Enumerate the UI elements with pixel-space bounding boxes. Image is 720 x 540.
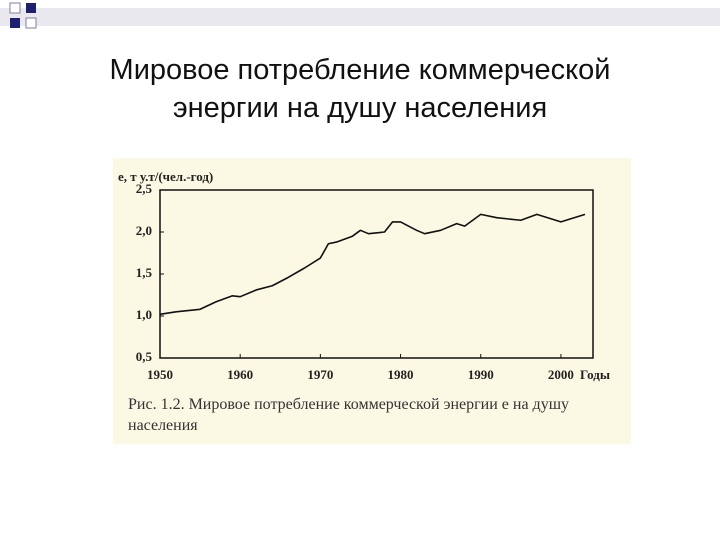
y-tick-label: 1,5: [136, 265, 153, 280]
x-tick-label: 2000: [548, 367, 574, 382]
slide-title: энергии на душу населения: [172, 92, 548, 124]
deco-square: [10, 18, 20, 28]
top-band: [0, 8, 720, 26]
y-tick-label: 1,0: [136, 307, 152, 322]
slide-title: Мировое потребление коммерческой: [109, 54, 611, 86]
y-tick-label: 2,5: [136, 181, 153, 196]
deco-square: [26, 3, 36, 13]
x-tick-label: 1970: [307, 367, 333, 382]
y-axis-label: e, т у.т/(чел.-год): [118, 169, 213, 184]
deco-square: [25, 17, 37, 29]
x-tick-label: 1990: [468, 367, 494, 382]
chart-background: [113, 158, 631, 444]
y-tick-label: 0,5: [136, 349, 153, 364]
x-tick-label: 1980: [388, 367, 414, 382]
y-tick-label: 2,0: [136, 223, 152, 238]
caption: Рис. 1.2. Мировое потребление коммерческ…: [128, 396, 570, 434]
x-tick-label: 1960: [227, 367, 253, 382]
deco-square: [9, 2, 21, 14]
x-tick-label: 1950: [147, 367, 173, 382]
data-line: [159, 213, 586, 316]
x-axis-label: Годы: [580, 367, 610, 382]
